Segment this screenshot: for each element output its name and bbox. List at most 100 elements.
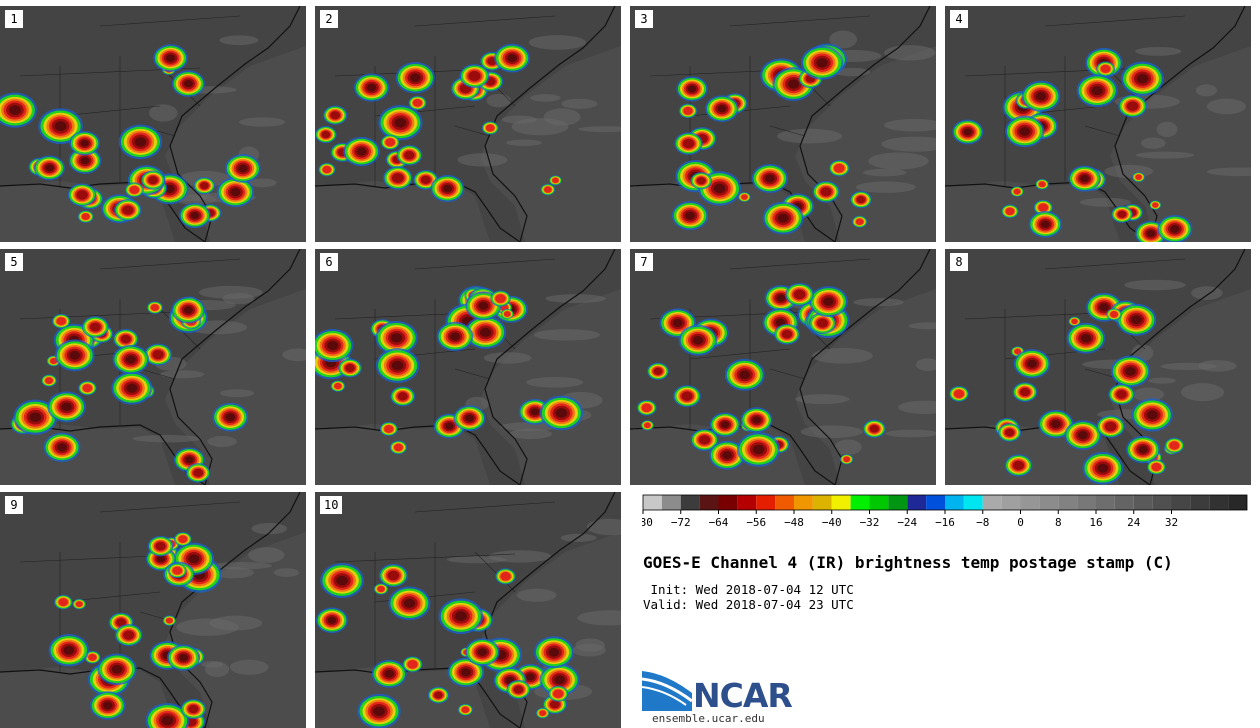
storm-cell bbox=[647, 362, 669, 381]
colorbar-swatch bbox=[794, 495, 813, 510]
storm-cell bbox=[147, 535, 174, 557]
colorbar-tick-label: −48 bbox=[784, 516, 804, 529]
storm-cell bbox=[828, 159, 850, 177]
colorbar-swatch bbox=[831, 495, 851, 510]
init-time: Init: Wed 2018-07-04 12 UTC bbox=[643, 582, 854, 597]
storm-cell bbox=[167, 563, 187, 579]
colorbar-swatch bbox=[680, 495, 700, 510]
colorbar-swatch bbox=[963, 495, 983, 510]
colorbar-tick-label: 16 bbox=[1089, 516, 1102, 529]
storm-cell bbox=[481, 121, 499, 135]
storm-cell bbox=[216, 177, 255, 208]
storm-cell bbox=[153, 44, 188, 72]
panel-number: 6 bbox=[320, 253, 338, 271]
storm-cell bbox=[180, 698, 207, 720]
storm-cell bbox=[1010, 186, 1024, 197]
storm-cell bbox=[389, 440, 408, 455]
storm-cell bbox=[862, 419, 886, 438]
storm-cell bbox=[320, 563, 364, 599]
storm-cell bbox=[809, 286, 848, 318]
storm-cell bbox=[379, 421, 398, 437]
storm-cell bbox=[54, 594, 73, 610]
satellite-map bbox=[315, 6, 621, 242]
colorbar-swatch bbox=[1114, 495, 1134, 510]
storm-cell bbox=[1035, 178, 1049, 190]
storm-cell bbox=[68, 147, 102, 174]
storm-cell bbox=[145, 702, 190, 728]
storm-cell bbox=[736, 432, 781, 467]
storm-cell bbox=[1038, 409, 1074, 439]
storm-cell bbox=[506, 679, 531, 700]
storm-cell bbox=[112, 344, 150, 375]
storm-cell bbox=[375, 320, 418, 355]
storm-cell bbox=[212, 402, 249, 432]
storm-cell bbox=[436, 321, 474, 352]
colorbar-tick-label: −40 bbox=[822, 516, 842, 529]
storm-cell bbox=[167, 644, 201, 671]
map-panel-1: 1 bbox=[0, 6, 306, 242]
colorbar-tick-label: 32 bbox=[1165, 516, 1178, 529]
storm-cell bbox=[540, 183, 556, 196]
storm-cell bbox=[114, 199, 142, 222]
satellite-map bbox=[315, 492, 621, 728]
storm-cell bbox=[51, 313, 71, 329]
storm-cell bbox=[457, 703, 473, 716]
storm-cell bbox=[323, 105, 348, 125]
colorbar-swatch bbox=[756, 495, 776, 510]
storm-cell bbox=[708, 440, 746, 470]
storm-cell bbox=[72, 598, 86, 610]
storm-cell bbox=[1004, 115, 1045, 148]
storm-cell bbox=[549, 175, 562, 186]
storm-cell bbox=[751, 163, 789, 194]
colorbar-swatch bbox=[926, 495, 945, 510]
colorbar-tick-label: −8 bbox=[976, 516, 989, 529]
storm-cell bbox=[315, 328, 354, 363]
storm-cell bbox=[0, 92, 37, 128]
panel-number: 3 bbox=[635, 10, 653, 28]
map-panel-10: 10 bbox=[315, 492, 621, 728]
map-panel-9: 9 bbox=[0, 492, 306, 728]
storm-cell bbox=[388, 586, 431, 621]
storm-cell bbox=[850, 191, 872, 209]
colorbar-swatch bbox=[1171, 495, 1191, 510]
storm-cell bbox=[1013, 349, 1051, 379]
colorbar-swatch bbox=[699, 495, 719, 510]
storm-cell bbox=[535, 707, 550, 719]
storm-cell bbox=[785, 282, 815, 307]
storm-cell bbox=[674, 132, 703, 155]
storm-cell bbox=[89, 691, 126, 720]
colorbar-swatch bbox=[1001, 495, 1021, 510]
satellite-map bbox=[945, 6, 1251, 242]
storm-cell bbox=[500, 308, 514, 320]
storm-cell bbox=[1146, 459, 1166, 475]
storm-cell bbox=[1096, 61, 1115, 77]
storm-cell bbox=[408, 95, 427, 111]
satellite-map bbox=[0, 249, 306, 485]
storm-cell bbox=[459, 64, 490, 89]
colorbar-swatch bbox=[737, 495, 757, 510]
storm-cell bbox=[430, 174, 465, 203]
storm-cell bbox=[1108, 383, 1135, 405]
storm-cell bbox=[495, 568, 516, 585]
storm-cell bbox=[225, 154, 261, 183]
storm-cell bbox=[353, 73, 390, 102]
storm-cell bbox=[774, 323, 800, 345]
storm-cell bbox=[852, 215, 868, 228]
storm-cell bbox=[118, 124, 163, 160]
storm-cell bbox=[330, 380, 346, 392]
storm-cell bbox=[77, 210, 94, 223]
storm-cell bbox=[548, 685, 569, 702]
storm-cell bbox=[1121, 61, 1164, 96]
satellite-map bbox=[630, 6, 936, 242]
colorbar-swatch bbox=[661, 495, 681, 510]
colorbar-swatch bbox=[1096, 495, 1115, 510]
storm-cell bbox=[812, 180, 840, 203]
colorbar-swatch bbox=[718, 495, 738, 510]
colorbar-tick-label: −72 bbox=[671, 516, 691, 529]
panel-number: 8 bbox=[950, 253, 968, 271]
storm-cell bbox=[1131, 398, 1173, 432]
satellite-map bbox=[0, 492, 306, 728]
panel-number: 2 bbox=[320, 10, 338, 28]
storm-cell bbox=[338, 358, 362, 378]
